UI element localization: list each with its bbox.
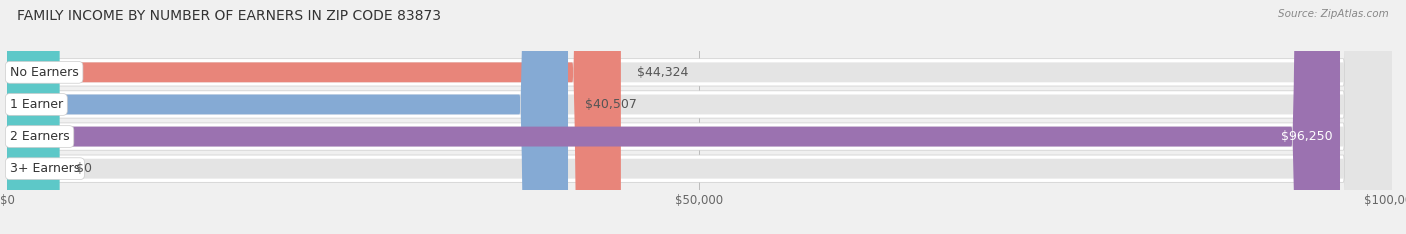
FancyBboxPatch shape <box>7 0 1392 234</box>
Text: $0: $0 <box>76 162 93 175</box>
Text: No Earners: No Earners <box>10 66 79 79</box>
FancyBboxPatch shape <box>7 0 1392 234</box>
Text: 1 Earner: 1 Earner <box>10 98 63 111</box>
Text: $40,507: $40,507 <box>585 98 637 111</box>
FancyBboxPatch shape <box>7 0 1340 234</box>
FancyBboxPatch shape <box>7 0 1392 234</box>
FancyBboxPatch shape <box>7 0 1392 234</box>
FancyBboxPatch shape <box>7 0 1392 234</box>
FancyBboxPatch shape <box>7 0 1392 234</box>
FancyBboxPatch shape <box>7 0 1392 234</box>
Text: 2 Earners: 2 Earners <box>10 130 69 143</box>
FancyBboxPatch shape <box>7 0 59 234</box>
FancyBboxPatch shape <box>7 0 1392 234</box>
Text: 3+ Earners: 3+ Earners <box>10 162 80 175</box>
Text: $44,324: $44,324 <box>637 66 689 79</box>
FancyBboxPatch shape <box>7 0 568 234</box>
Text: Source: ZipAtlas.com: Source: ZipAtlas.com <box>1278 9 1389 19</box>
FancyBboxPatch shape <box>7 0 621 234</box>
Text: FAMILY INCOME BY NUMBER OF EARNERS IN ZIP CODE 83873: FAMILY INCOME BY NUMBER OF EARNERS IN ZI… <box>17 9 441 23</box>
Text: $96,250: $96,250 <box>1281 130 1333 143</box>
